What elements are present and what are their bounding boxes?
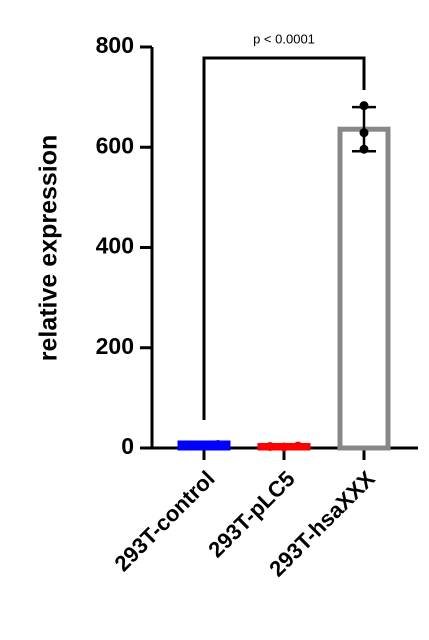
data-point: [359, 144, 369, 154]
data-point: [279, 442, 289, 452]
significance-bracket: [202, 56, 366, 420]
y-axis-label: relative expression: [35, 135, 63, 362]
y-tick-label: 400: [96, 233, 134, 259]
y-tick-label: 800: [96, 32, 134, 58]
data-point: [293, 441, 303, 451]
x-tick-label: 293T-control: [109, 466, 219, 576]
data-point: [213, 439, 223, 449]
y-tick-label: 200: [96, 333, 134, 359]
bar: [337, 126, 391, 451]
y-tick-label: 0: [121, 433, 134, 459]
data-point: [265, 441, 275, 451]
data-point: [359, 128, 369, 138]
data-point: [359, 101, 369, 111]
y-tick-label: 600: [96, 132, 134, 158]
annotation: p < 0.0001: [253, 31, 315, 46]
data-point: [185, 440, 195, 450]
data-point: [199, 440, 209, 450]
